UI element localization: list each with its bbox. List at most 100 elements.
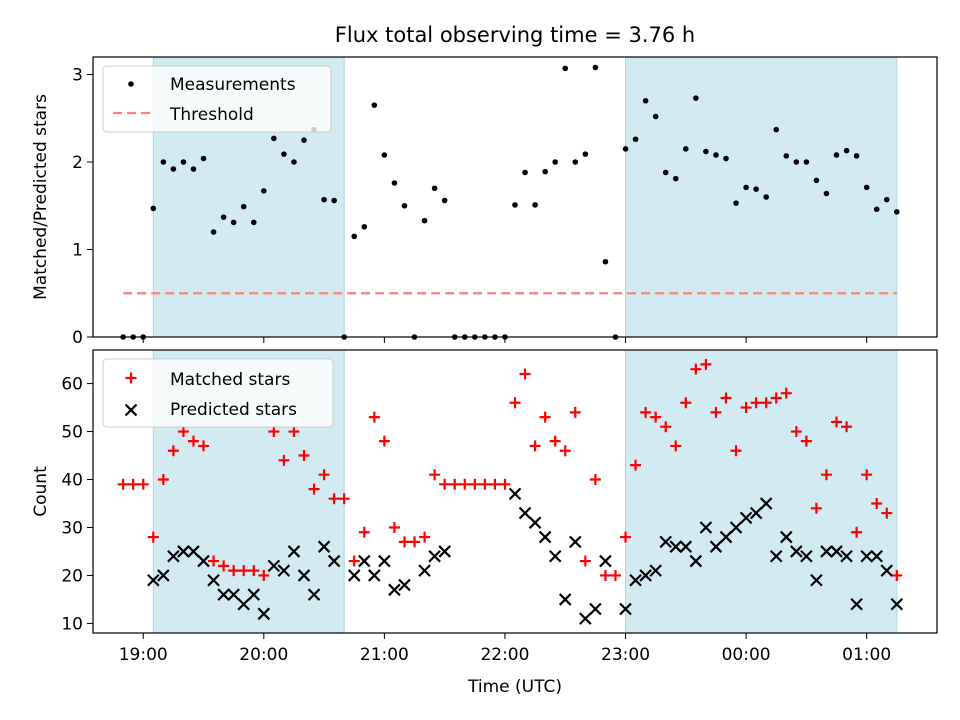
matched-star-point xyxy=(348,555,360,567)
y-axis-label: Count xyxy=(31,466,51,517)
measurement-point xyxy=(170,166,177,172)
measurement-point xyxy=(763,194,769,200)
matched-star-point xyxy=(187,435,199,447)
legend-matched-label: Matched stars xyxy=(170,370,290,390)
measurement-point xyxy=(321,196,327,203)
predicted-star-point xyxy=(388,583,401,597)
predicted-star-point xyxy=(790,545,803,558)
chart-title: Flux total observing time = 3.76 h xyxy=(335,23,695,47)
matched-star-point xyxy=(589,474,601,486)
predicted-star-point xyxy=(548,549,562,563)
matched-star-point xyxy=(117,478,129,490)
measurement-point xyxy=(291,159,297,165)
matched-star-point xyxy=(238,565,250,577)
matched-star-point xyxy=(539,411,551,423)
matched-star-point xyxy=(459,478,471,490)
measurement-point xyxy=(542,168,548,175)
predicted-star-point xyxy=(679,540,693,553)
predicted-star-point xyxy=(769,549,783,563)
predicted-star-point xyxy=(177,545,190,558)
measurement-point xyxy=(672,175,679,182)
y-tick-label: 20 xyxy=(61,566,83,586)
predicted-star-point xyxy=(257,607,271,621)
measurement-point xyxy=(662,169,669,176)
matched-star-point xyxy=(198,440,210,452)
predicted-star-point xyxy=(749,506,763,520)
measurement-point xyxy=(421,217,428,224)
measurement-point xyxy=(160,159,167,165)
predicted-star-point xyxy=(719,530,733,544)
legend-measurements-label: Measurements xyxy=(170,75,296,95)
x-tick-label: 19:00 xyxy=(119,645,168,665)
matched-star-point xyxy=(519,368,531,380)
matched-star-point xyxy=(378,435,390,447)
measurement-point xyxy=(783,153,790,159)
matched-star-point xyxy=(559,445,571,457)
matched-star-point xyxy=(288,426,300,438)
matched-star-point xyxy=(640,406,652,418)
predicted-star-point xyxy=(669,540,683,553)
matched-star-point xyxy=(770,392,782,404)
x-tick-label: 21:00 xyxy=(360,645,409,665)
x-tick-label: 22:00 xyxy=(480,645,529,665)
measurement-point xyxy=(793,159,800,165)
measurement-point xyxy=(592,64,599,71)
predicted-star-point xyxy=(619,602,632,616)
predicted-star-point xyxy=(157,569,170,582)
predicted-star-point xyxy=(820,545,833,558)
matched-star-point xyxy=(549,435,561,447)
y-tick-label: 40 xyxy=(61,471,83,491)
x-tick-label: 00:00 xyxy=(722,645,771,665)
predicted-star-point xyxy=(267,559,281,573)
measurement-point xyxy=(753,186,759,192)
observing-interval-shade xyxy=(625,56,898,338)
x-tick-label: 23:00 xyxy=(601,645,650,665)
matched-star-point xyxy=(328,493,340,505)
predicted-star-point xyxy=(297,569,311,582)
legend-frame xyxy=(102,358,334,428)
measurement-point xyxy=(562,65,569,72)
y-tick-label: 0 xyxy=(72,328,83,348)
matched-star-point xyxy=(871,497,883,509)
measurement-point xyxy=(150,205,157,212)
matched-star-point xyxy=(308,483,320,495)
matched-star-point xyxy=(449,478,461,490)
y-tick-label: 50 xyxy=(61,423,83,443)
measurement-point xyxy=(693,95,699,101)
predicted-star-point xyxy=(187,545,200,558)
measurement-point xyxy=(743,184,749,191)
measurement-point xyxy=(512,202,518,208)
measurement-point xyxy=(713,152,719,158)
y-tick-label: 60 xyxy=(61,375,83,395)
measurement-point xyxy=(271,135,277,142)
predicted-star-point xyxy=(558,593,572,606)
y-axis-label: Matched/Predicted stars xyxy=(31,94,51,300)
predicted-star-point xyxy=(398,578,411,592)
predicted-star-point xyxy=(307,588,321,601)
matched-star-point xyxy=(569,406,581,418)
matched-star-point xyxy=(780,387,792,399)
matched-star-point xyxy=(278,454,290,466)
measurement-point xyxy=(210,229,217,235)
predicted-star-point xyxy=(438,545,451,558)
y-tick-label: 30 xyxy=(61,518,83,538)
measurement-point xyxy=(391,180,398,186)
measurement-point xyxy=(230,219,237,226)
predicted-star-point xyxy=(699,521,713,534)
matched-star-point xyxy=(730,445,742,457)
predicted-star-point xyxy=(124,403,138,417)
measurement-point xyxy=(261,188,267,194)
measurement-point xyxy=(361,223,368,230)
measurement-point xyxy=(703,148,709,155)
y-tick-label: 3 xyxy=(72,66,83,86)
measurement-point xyxy=(873,206,880,213)
bottom-panel: 10 20 30 40 50 60 19:00 20:00 21:00 22:00 23:00 00:… xyxy=(31,349,938,697)
matched-star-point xyxy=(268,426,280,438)
measurement-point xyxy=(220,214,227,220)
matched-star-point xyxy=(258,569,270,581)
measurement-point xyxy=(250,219,257,226)
predicted-star-point xyxy=(378,554,391,568)
predicted-star-point xyxy=(830,545,843,558)
predicted-star-point xyxy=(649,564,662,577)
